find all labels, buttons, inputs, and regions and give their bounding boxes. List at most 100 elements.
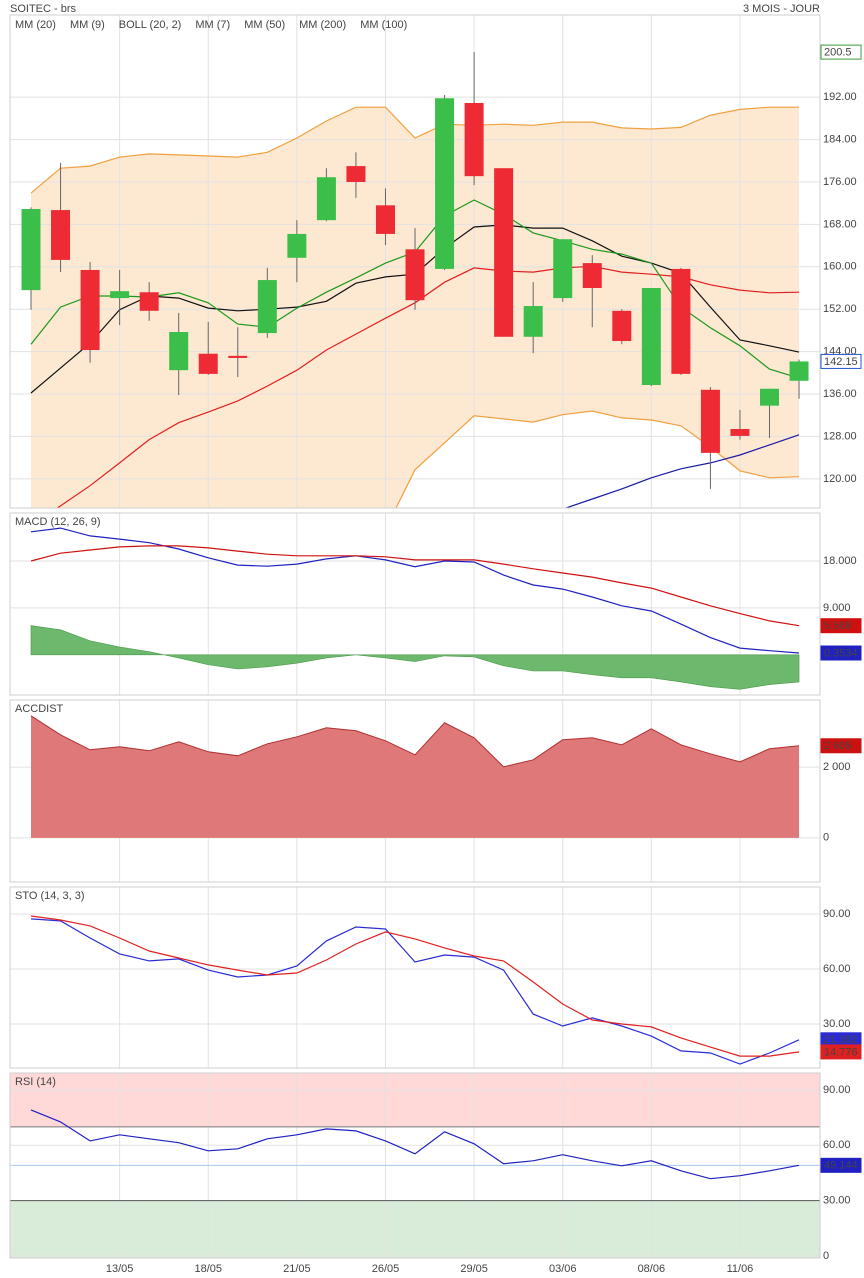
indicator-line: [30, 545, 800, 627]
indicator-line: [30, 106, 799, 194]
y-tick-label: 168.00: [823, 218, 857, 230]
candle-body: [316, 177, 336, 221]
area-line: [30, 715, 800, 768]
x-tick-label: 03/06: [549, 1263, 577, 1275]
candle-body: [730, 429, 750, 436]
y-tick-label: 60.00: [823, 1139, 851, 1151]
x-tick-label: 18/05: [194, 1263, 222, 1275]
legend-entry: BOLL (20, 2): [119, 19, 182, 31]
legend-entry: MM (200): [299, 19, 346, 31]
legend-entry: MM (100): [360, 19, 407, 31]
histogram-area: [30, 625, 800, 690]
value-label-box: [820, 645, 862, 661]
indicator-line: [30, 527, 800, 654]
value-label-box: [820, 618, 862, 634]
candle-body: [375, 205, 395, 234]
candle-body: [760, 388, 779, 406]
x-tick-label: 29/05: [460, 1263, 488, 1275]
panel: [10, 513, 820, 695]
frame: [9, 886, 821, 1069]
overbought-zone: [10, 1073, 820, 1127]
frame: [9, 512, 821, 696]
legend-entry: MM (20): [15, 19, 56, 31]
candle-body: [464, 102, 484, 177]
chart-title: SOITEC - brs: [10, 3, 77, 15]
indicator-line: [30, 1109, 800, 1180]
value-label: 14.776: [824, 1046, 858, 1058]
y-tick-label: 18.000: [823, 555, 857, 567]
panel: [10, 887, 820, 1068]
legend-entry: MM (50): [244, 19, 285, 31]
value-label: 0.3534: [824, 647, 858, 659]
candle-body: [51, 210, 71, 260]
y-tick-label: 152.00: [823, 303, 857, 315]
y-tick-label: 176.00: [823, 176, 857, 188]
candle-body: [169, 332, 189, 371]
x-tick-label: 11/06: [727, 1263, 754, 1275]
chart-subtitle: 3 MOIS - JOUR: [743, 3, 820, 15]
value-label: 2 605: [824, 740, 852, 752]
panel-title: MACD (12, 26, 9): [15, 516, 101, 528]
y-tick-label: 128.00: [823, 430, 857, 442]
panel: [10, 1073, 820, 1258]
candle-body: [257, 280, 277, 334]
x-tick-label: 08/06: [638, 1263, 666, 1275]
y-tick-label: 2 000: [823, 761, 851, 773]
value-label-box: [820, 738, 862, 754]
candle-body: [198, 353, 218, 374]
y-tick-label: 192.00: [823, 91, 857, 103]
y-tick-label: 160.00: [823, 261, 857, 273]
candle-body: [612, 310, 632, 342]
y-tick-label: 0: [823, 832, 829, 844]
candle-body: [405, 249, 425, 301]
x-tick-label: 13/05: [106, 1263, 134, 1275]
candle-body: [139, 292, 159, 311]
candle-body: [494, 168, 514, 337]
area: [31, 715, 800, 838]
value-label: 142.15: [824, 356, 858, 368]
panel-title: RSI (14): [15, 1076, 56, 1088]
indicator-line: [395, 410, 800, 508]
candle-body: [435, 98, 455, 269]
value-label: 200.5: [824, 47, 852, 59]
y-tick-label: 136.00: [823, 388, 857, 400]
y-tick-label: 120.00: [823, 473, 857, 485]
legend-entry: MM (9): [70, 19, 105, 31]
candle-body: [80, 269, 100, 351]
indicator-line: [30, 915, 800, 1057]
y-tick-label: 0: [823, 1250, 829, 1262]
candle-body: [789, 361, 809, 381]
indicator-line: [30, 918, 800, 1065]
panel-background: [10, 887, 820, 1068]
value-label: 21.382: [824, 1034, 858, 1046]
candle-body: [671, 268, 691, 374]
y-tick-label: 30.00: [823, 1195, 851, 1207]
legend-entry: MM (7): [195, 19, 230, 31]
value-label-box: [820, 1157, 862, 1173]
y-tick-label: 30.00: [823, 1018, 851, 1030]
y-tick-label: 184.00: [823, 133, 857, 145]
value-label: 49.144: [824, 1160, 858, 1172]
panel: [10, 700, 820, 882]
frame: [9, 14, 821, 509]
candle-body: [553, 239, 573, 299]
value-label: 5.588: [824, 620, 852, 632]
panel-title: ACCDIST: [15, 703, 64, 715]
candle-body: [110, 291, 130, 299]
candle-body: [523, 306, 543, 337]
y-tick-label: 9.000: [823, 602, 851, 614]
oversold-zone: [10, 1200, 820, 1258]
panel-title: STO (14, 3, 3): [15, 890, 85, 902]
frame: [9, 1072, 821, 1259]
value-label-box: [820, 353, 862, 369]
y-tick-label: 90.00: [823, 908, 851, 920]
candle-body: [641, 288, 661, 386]
candle-body: [346, 166, 366, 182]
candle-body: [287, 233, 307, 258]
x-tick-label: 21/05: [283, 1263, 311, 1275]
candle-body: [21, 209, 41, 291]
value-label-box: [820, 1044, 862, 1060]
indicator-line: [564, 434, 800, 508]
panel: [10, 15, 820, 508]
